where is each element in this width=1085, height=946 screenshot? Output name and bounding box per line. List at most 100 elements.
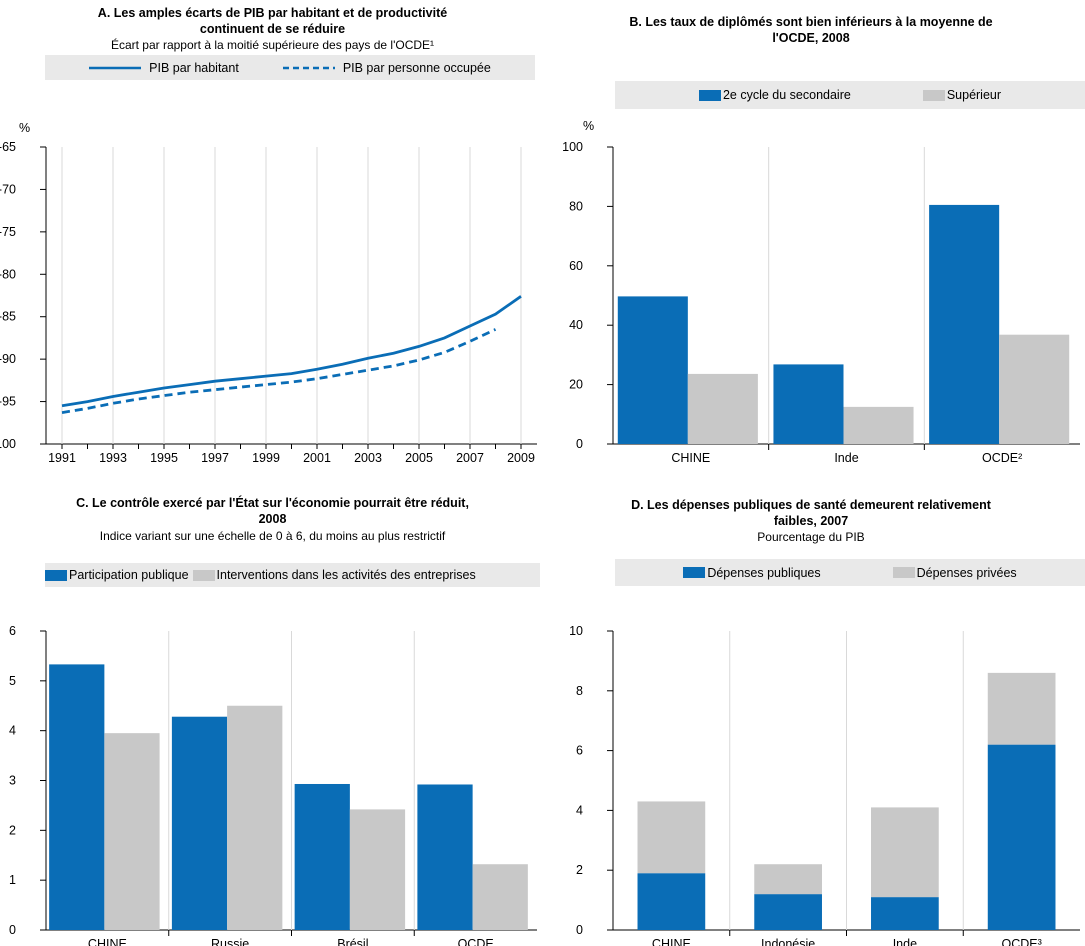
panel-d-subtitle: Pourcentage du PIB — [757, 530, 865, 544]
chart-a-ytick-label: -65 — [0, 140, 16, 154]
chart-c-bar-series1 — [294, 783, 350, 930]
chart-b-bar-series2 — [999, 334, 1070, 444]
chart-c-bar-series1 — [417, 784, 473, 930]
chart-d-ytick-label: 8 — [576, 684, 583, 698]
chart-c-category-label: CHINE — [88, 937, 127, 946]
panel-a: A. Les amples écarts de PIB par habitant… — [0, 0, 545, 470]
panel-b-legend: 2e cycle du secondaire Supérieur — [615, 81, 1085, 109]
chart-a-xtick-label: 1995 — [150, 451, 178, 465]
chart-d-bar-public — [987, 744, 1056, 930]
chart-a-xtick-label: 1999 — [252, 451, 280, 465]
chart-d-bar-private — [637, 801, 706, 874]
panel-d-title-line1: D. Les dépenses publiques de santé demeu… — [631, 498, 991, 512]
chart-d-bar-private — [871, 807, 939, 898]
chart-a-ytick-label: -85 — [0, 310, 16, 324]
chart-d-ytick-label: 0 — [576, 923, 583, 937]
chart-a-ytick-label: -95 — [0, 395, 16, 409]
series-line-gdp-per-worker — [61, 328, 497, 414]
chart-a-ytick-label: -80 — [0, 267, 16, 281]
panel-d-legend: Dépenses publiques Dépenses privées — [615, 559, 1085, 586]
legend-label: Supérieur — [946, 88, 1002, 102]
chart-d-ytick-label: 4 — [576, 803, 583, 817]
chart-a-ytick-label: -90 — [0, 352, 16, 366]
chart-d-bar-public — [754, 894, 822, 930]
legend-label: Dépenses privées — [916, 565, 1017, 580]
panel-c-legend: Participation publique Interventions dan… — [45, 563, 540, 587]
chart-d-bar-public — [637, 873, 706, 930]
chart-d-ytick-label: 2 — [576, 863, 583, 877]
legend-swatch-grey — [922, 89, 945, 101]
chart-a-xtick-label: 2003 — [354, 451, 382, 465]
chart-c-ytick-label: 3 — [9, 774, 16, 788]
chart-c-ytick-label: 1 — [9, 873, 16, 887]
legend-swatch-blue — [683, 567, 706, 578]
series-line-gdp-per-capita — [61, 295, 522, 408]
legend-swatch-blue — [45, 569, 67, 581]
legend-label: 2e cycle du secondaire — [722, 88, 851, 102]
legend-item-public-spending: Dépenses publiques — [683, 565, 821, 580]
chart-a-ytick-label: -70 — [0, 182, 16, 196]
legend-item-business-interventions: Interventions dans les activités des ent… — [192, 568, 476, 582]
panel-d: D. Les dépenses publiques de santé demeu… — [545, 470, 1085, 946]
chart-d-ytick-label: 10 — [569, 624, 583, 638]
chart-b-ytick-label: 0 — [576, 437, 583, 451]
panel-b-title-line2: l'OCDE, 2008 — [772, 31, 850, 45]
chart-c-category-label: OCDE — [458, 937, 494, 946]
panel-c: C. Le contrôle exercé par l'État sur l'é… — [0, 470, 545, 946]
chart-b-bar-series1 — [773, 364, 844, 444]
legend-label: Participation publique — [69, 568, 189, 582]
chart-c-bar-series1 — [49, 664, 105, 930]
legend-label: Interventions dans les activités des ent… — [216, 568, 476, 582]
chart-b-bar-series2 — [843, 406, 914, 444]
chart-b-bar-series2 — [687, 373, 758, 444]
legend-item-gdp-per-worker: PIB par personne occupée — [282, 61, 491, 75]
panel-d-title-line2: faibles, 2007 — [773, 514, 849, 528]
panel-a-subtitle: Écart par rapport à la moitié supérieure… — [110, 38, 435, 52]
chart-d-category-label: OCDE³ — [1001, 937, 1041, 946]
panel-b: B. Les taux de diplômés sont bien inféri… — [545, 0, 1085, 470]
chart-b-category-label: CHINE — [671, 451, 710, 465]
legend-item-public-ownership: Participation publique — [45, 568, 189, 582]
legend-swatch-grey — [192, 569, 215, 581]
chart-d-bar-private — [754, 864, 822, 895]
chart-b-bar-series1 — [617, 296, 688, 444]
legend-label: Dépenses publiques — [707, 565, 821, 580]
legend-item-tertiary: Supérieur — [922, 88, 1002, 102]
chart-c-bar-series2 — [349, 809, 406, 930]
legend-swatch-blue — [698, 89, 721, 101]
chart-c-ytick-label: 6 — [9, 624, 16, 638]
chart-c-category-label: Brésil — [337, 937, 368, 946]
panel-a-unit: % — [19, 121, 31, 135]
chart-d-bar-public — [871, 897, 939, 930]
panel-c-title-line1: C. Le contrôle exercé par l'État sur l'é… — [76, 496, 469, 510]
legend-item-secondary: 2e cycle du secondaire — [698, 88, 851, 102]
chart-c-ytick-label: 2 — [9, 823, 16, 837]
chart-a-xtick-label: 2007 — [456, 451, 484, 465]
chart-c-category-label: Russie — [211, 937, 249, 946]
chart-b-ytick-label: 20 — [569, 378, 583, 392]
chart-d-bar-private — [987, 672, 1056, 745]
chart-a-xtick-label: 1991 — [48, 451, 76, 465]
chart-c-ytick-label: 5 — [9, 674, 16, 688]
chart-a-ytick-label: -75 — [0, 225, 16, 239]
panel-c-subtitle: Indice variant sur une échelle de 0 à 6,… — [99, 529, 446, 543]
chart-c-ytick-label: 0 — [9, 923, 16, 937]
chart-b-category-label: OCDE² — [982, 451, 1022, 465]
panel-c-title-line2: 2008 — [258, 512, 287, 526]
chart-c-bar-series2 — [472, 864, 528, 930]
panel-a-title-line2: continuent de se réduire — [199, 22, 346, 36]
chart-a-xtick-label: 2009 — [507, 451, 535, 465]
panel-b-unit: % — [583, 119, 595, 133]
panel-a-legend: PIB par habitant PIB par personne occupé… — [45, 55, 535, 80]
legend-swatch-grey — [892, 567, 915, 578]
chart-c-ytick-label: 4 — [9, 724, 16, 738]
chart-b-ytick-label: 100 — [562, 140, 583, 154]
chart-b-ytick-label: 80 — [569, 199, 583, 213]
chart-b-bar-series1 — [929, 204, 1000, 444]
chart-b-ytick-label: 60 — [569, 259, 583, 273]
chart-c-bar-series1 — [171, 716, 228, 930]
